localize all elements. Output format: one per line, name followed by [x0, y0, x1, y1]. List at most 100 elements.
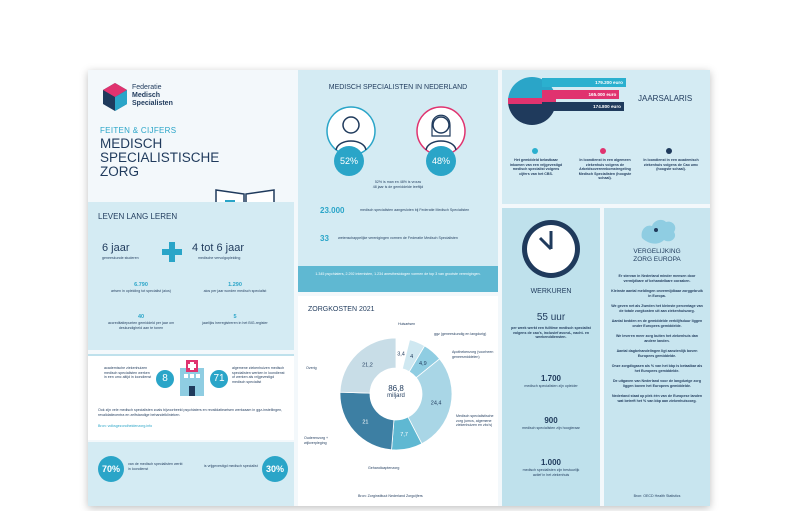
leren-c-num: 6.790 [134, 282, 148, 288]
europa-item: Er stervan in Nederland minder mensen do… [618, 274, 696, 283]
dot-navy [666, 148, 672, 154]
salaris-panel: 179.200 euro 165.000 euro 174.800 euro J… [502, 70, 710, 204]
zorgkosten-donut-chart: 3,4 4 4,9 24,4 7,7 21 21,2 [339, 337, 453, 451]
europa-item: We geven net als Zweden het kleinste per… [611, 304, 703, 313]
donut-hole [371, 369, 421, 419]
title-kicker: FEITEN & CIJFERS [100, 126, 177, 135]
europa-panel: VERGELIJKING ZORG EUROPA Er stervan in N… [604, 208, 710, 506]
europa-item: Aantal bedden en de gemiddelde verblijfs… [611, 319, 703, 328]
werkuren-s2-text: medisch specialisten zijn hoogleraar [522, 426, 580, 430]
salaris-note-2: In loondienst in een algemeen ziekenhuis… [578, 158, 632, 180]
donut-label-0: 3,4 [397, 351, 405, 357]
donut-center-unit: miljard [387, 393, 405, 399]
pct-b-text: is vrijgevestigd medisch specialist [204, 464, 258, 468]
europa-item: De uitgaven van Nederland voor de langdu… [612, 379, 702, 388]
title-line2: SPECIALISTISCHE [100, 150, 220, 165]
age-note: 48 jaar is de gemiddelde leeftijd [372, 185, 424, 189]
title-line3: ZORG [100, 164, 139, 179]
label-gehandicapten: Gehandicaptenzorg [368, 466, 400, 470]
leren-d-text: aios per jaar worden medisch specialist [203, 289, 267, 293]
europa-title2: ZORG EUROPA [633, 256, 681, 263]
nederland-panel: MEDISCH SPECIALISTEN IN NEDERLAND 52% 48… [298, 70, 498, 292]
female-pct: 48% [426, 146, 456, 176]
logo-line1: Federatie [132, 84, 162, 91]
zkh-left-num: 8 [156, 370, 174, 388]
label-huisartsen: Huisartsen [398, 322, 416, 326]
salaris-bar-1: 179.200 euro [542, 78, 626, 87]
gender-note: 52% is man en 48% is vrouw [374, 180, 422, 184]
werkuren-s1-text: medisch specialisten zijn opleider [524, 384, 578, 388]
title-block: FEITEN & CIJFERS MEDISCH SPECIALISTISCHE… [100, 126, 290, 179]
leren-b-num: 4 tot 6 jaar [192, 242, 244, 254]
donut-label-3: 24,4 [431, 400, 442, 406]
ziekenhuizen-panel: academische ziekenhuizen medisch special… [88, 354, 294, 440]
salaris-bar-3: 174.800 euro [542, 102, 624, 111]
europa-source: Bron: OECD Health Statistics [633, 494, 681, 498]
infographic-sheet: Federatie Medisch Specialisten FEITEN & … [88, 70, 710, 506]
donut-label-2: 4,9 [419, 361, 427, 367]
leren-c-text: artsen in opleiding tot specialist (aios… [111, 289, 171, 293]
leren-e-text: accreditatiepunten gemiddeld per jaar om… [107, 321, 175, 330]
werkuren-title: WERKUREN [530, 288, 572, 295]
werkuren-hours-text: per week werkt een fulltime medisch spec… [511, 326, 591, 339]
plus-icon [162, 242, 182, 262]
leren-panel: LEVEN LANG LEREN 6 jaar geneeskunde stud… [88, 202, 294, 350]
dot-pink [600, 148, 606, 154]
europa-item: Onze zorgdbgasen als % van het bbp is be… [611, 364, 703, 373]
zkh-note: Ook zijn vele medisch specialisten zoals… [98, 408, 283, 417]
leren-f-num: 5 [233, 314, 237, 320]
zkh-left-text: academische ziekenhuizen medisch special… [104, 366, 152, 379]
leren-e-num: 40 [137, 314, 145, 320]
salaris-bar-2: 165.000 euro [542, 90, 620, 99]
label-ggz: ggz (geneeskundig en langdurig) [434, 332, 487, 336]
europa-item: We leveren meer zorg buiten het ziekenhu… [615, 334, 698, 343]
leren-a-text: geneeskunde studeren [102, 256, 139, 260]
europa-item: Aantal dagbehandelingen ligt aanzienlijk… [616, 349, 698, 358]
leren-d-num: 1.290 [228, 282, 242, 288]
werkuren-s2-num: 900 [544, 416, 558, 425]
zorgkosten-title: ZORGKOSTEN 2021 [308, 306, 375, 313]
title-line1: MEDISCH [100, 136, 163, 151]
donut-slice-6 [339, 337, 397, 394]
zorgkosten-source: Bron: Zorginstituut Nederland Zorgcijfer… [358, 494, 423, 498]
leren-title: LEVEN LANG LEREN [98, 212, 178, 221]
leren-a-num: 6 jaar [102, 242, 130, 254]
donut-label-1: 4 [410, 354, 413, 360]
donut-label-6: 21,2 [362, 363, 373, 369]
male-doctor-icon [326, 106, 376, 162]
hospital-icon [176, 358, 208, 398]
label-apotheken: Apothekenzorg (voorheen geneesmiddelen) [452, 350, 494, 359]
percent-panel: 70% van de medisch specialisten werkt in… [88, 442, 294, 506]
donut-label-4: 7,7 [400, 432, 408, 438]
nederland-band: 1.345 psychiaters, 2.292 internisten, 1.… [298, 266, 498, 292]
donut-slice-3 [407, 358, 453, 445]
zkh-right-text: algemene ziekenhuizen medisch specialist… [232, 366, 285, 384]
donut-label-5: 21 [362, 419, 368, 425]
label-msz: Medisch specialistische zorg (umcs, alge… [456, 414, 494, 427]
stat2-num: 33 [320, 234, 329, 243]
zkh-right-num: 71 [210, 370, 228, 388]
logo [102, 82, 128, 112]
label-ouderen: Ouderenzorg + wijkverpleging [304, 436, 329, 445]
europe-map-icon [636, 216, 680, 246]
stat2-text: wetenschappelijke verenigingen vormen de… [338, 236, 458, 240]
salaris-title: JAARSALARIS [638, 94, 693, 103]
werkuren-hours: 55 uur [536, 312, 566, 323]
logo-line2: Medisch [132, 92, 161, 99]
pct-a-text: van de medisch specialisten werkt in loo… [128, 462, 183, 471]
leren-b-text: medische vervolgopleiding [198, 256, 241, 260]
zkh-source: Bron: volksgezondheidenzorg.info [98, 424, 153, 428]
europa-item: Kleinste aantal meldingen onvermijdbaar … [611, 289, 703, 298]
werkuren-s3-text: medisch specialisten zijn bestuurlijk ac… [522, 468, 580, 477]
donut-center-num: 86,8 [388, 384, 404, 393]
male-pct: 52% [334, 146, 364, 176]
werkuren-s1-num: 1.700 [540, 374, 562, 383]
zorgkosten-panel: ZORGKOSTEN 2021 3,4 4 4,9 24,4 7,7 21 21,2 86,… [298, 296, 498, 506]
stat1-text: medisch specialisten aangesloten bij Fed… [360, 208, 470, 212]
salaris-note-3: In loondienst in een academisch ziekenhu… [643, 158, 699, 171]
label-overig: Overig [306, 366, 317, 370]
clock-icon [520, 218, 582, 280]
pct-a: 70% [98, 456, 124, 482]
europa-list: Er stervan in Nederland minder mensen do… [610, 274, 704, 409]
werkuren-s3-num: 1.000 [540, 458, 562, 467]
